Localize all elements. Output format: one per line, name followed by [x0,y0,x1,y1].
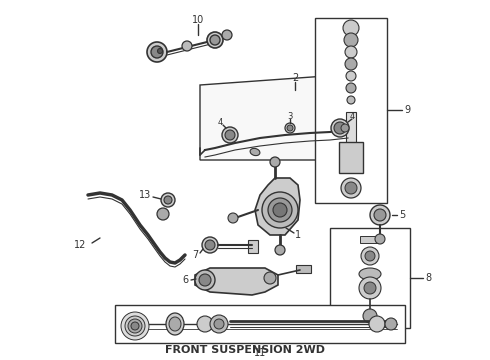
Circle shape [275,245,285,255]
Circle shape [157,208,169,220]
Circle shape [344,33,358,47]
Circle shape [222,127,238,143]
Circle shape [359,277,381,299]
Circle shape [345,58,357,70]
Circle shape [374,209,386,221]
Circle shape [363,309,377,323]
Circle shape [262,192,298,228]
Text: 12: 12 [74,240,86,250]
Circle shape [164,196,172,204]
Circle shape [128,319,142,333]
Circle shape [273,203,287,217]
Circle shape [222,30,232,40]
Bar [360,236,380,243]
Circle shape [125,316,145,336]
Circle shape [345,46,357,58]
Ellipse shape [250,148,260,156]
Text: 10: 10 [192,15,204,25]
Bar [248,240,258,253]
Circle shape [205,240,215,250]
Bar [296,265,311,273]
Circle shape [197,316,213,332]
Text: FRONT SUSPENSION 2WD: FRONT SUSPENSION 2WD [165,345,325,355]
Polygon shape [200,75,360,160]
Circle shape [228,213,238,223]
Circle shape [161,193,175,207]
Circle shape [270,157,280,167]
Text: 9: 9 [404,105,410,115]
Circle shape [210,35,220,45]
Circle shape [268,198,292,222]
Circle shape [147,42,167,62]
Circle shape [341,124,349,132]
Circle shape [385,318,397,330]
Text: 2: 2 [292,73,298,83]
Circle shape [341,178,361,198]
Circle shape [121,312,149,340]
Circle shape [182,41,192,51]
Circle shape [334,122,346,134]
Text: 6: 6 [182,275,188,285]
Text: 3: 3 [287,112,293,121]
Circle shape [151,46,163,58]
Circle shape [287,125,293,131]
Circle shape [365,251,375,261]
Polygon shape [255,178,300,235]
Ellipse shape [169,317,181,331]
Polygon shape [195,268,278,295]
Circle shape [361,247,379,265]
Text: 8: 8 [425,273,431,283]
Circle shape [225,130,235,140]
Circle shape [375,234,385,244]
Circle shape [195,270,215,290]
Bar [330,228,410,328]
Circle shape [214,319,224,329]
Text: 5: 5 [399,210,405,220]
Circle shape [199,274,211,286]
Circle shape [343,20,359,36]
Text: 11: 11 [254,348,266,358]
Circle shape [202,237,218,253]
Text: 13: 13 [139,190,151,200]
Text: 7: 7 [192,250,198,260]
Circle shape [370,205,390,225]
Bar [346,112,356,147]
Circle shape [285,123,295,133]
Circle shape [369,316,385,332]
Circle shape [207,32,223,48]
Circle shape [346,83,356,93]
Circle shape [347,96,355,104]
Circle shape [364,282,376,294]
Circle shape [157,49,163,54]
Text: 4: 4 [218,117,222,126]
Bar [115,305,405,343]
Circle shape [264,272,276,284]
Bar [315,18,387,203]
Text: 1: 1 [295,230,301,240]
Bar [339,142,363,173]
Circle shape [331,119,349,137]
Ellipse shape [359,268,381,280]
Circle shape [210,315,228,333]
Ellipse shape [166,313,184,335]
Text: 4: 4 [349,112,355,121]
Circle shape [131,322,139,330]
Circle shape [345,182,357,194]
Circle shape [346,71,356,81]
